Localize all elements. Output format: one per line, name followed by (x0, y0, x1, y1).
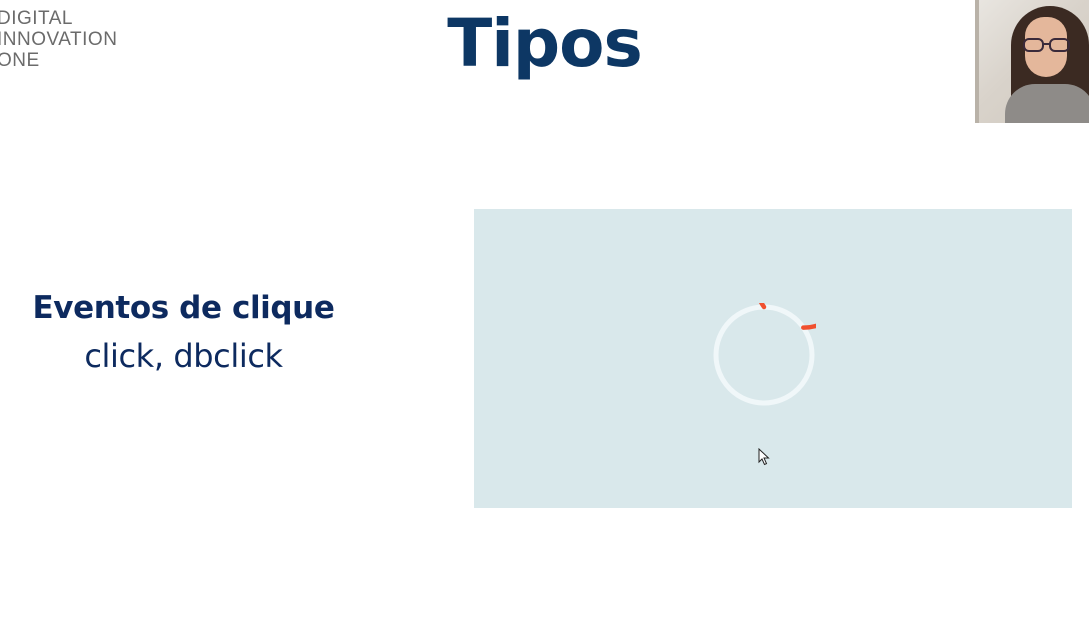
logo-line-2: INNOVATION (0, 29, 118, 50)
logo-line-1: DIGITAL (0, 8, 73, 29)
click-events-text-block: Eventos de clique click, dbclick (0, 284, 367, 380)
presenter-face (1025, 17, 1067, 77)
slide-title: Tipos (447, 5, 643, 82)
presenter-clothing (1005, 84, 1089, 123)
demo-panel (474, 209, 1072, 508)
loading-spinner-icon (713, 303, 816, 406)
events-heading: Eventos de clique (32, 290, 335, 326)
mouse-pointer-icon (758, 448, 770, 466)
logo-line-3: ONE (0, 50, 40, 71)
events-list: click, dbclick (84, 337, 283, 375)
presenter-glasses (1023, 38, 1070, 52)
presenter-webcam-feed (975, 0, 1089, 123)
webcam-background (975, 0, 979, 123)
digital-innovation-one-logo: DIGITAL INNOVATION ONE (0, 8, 117, 71)
